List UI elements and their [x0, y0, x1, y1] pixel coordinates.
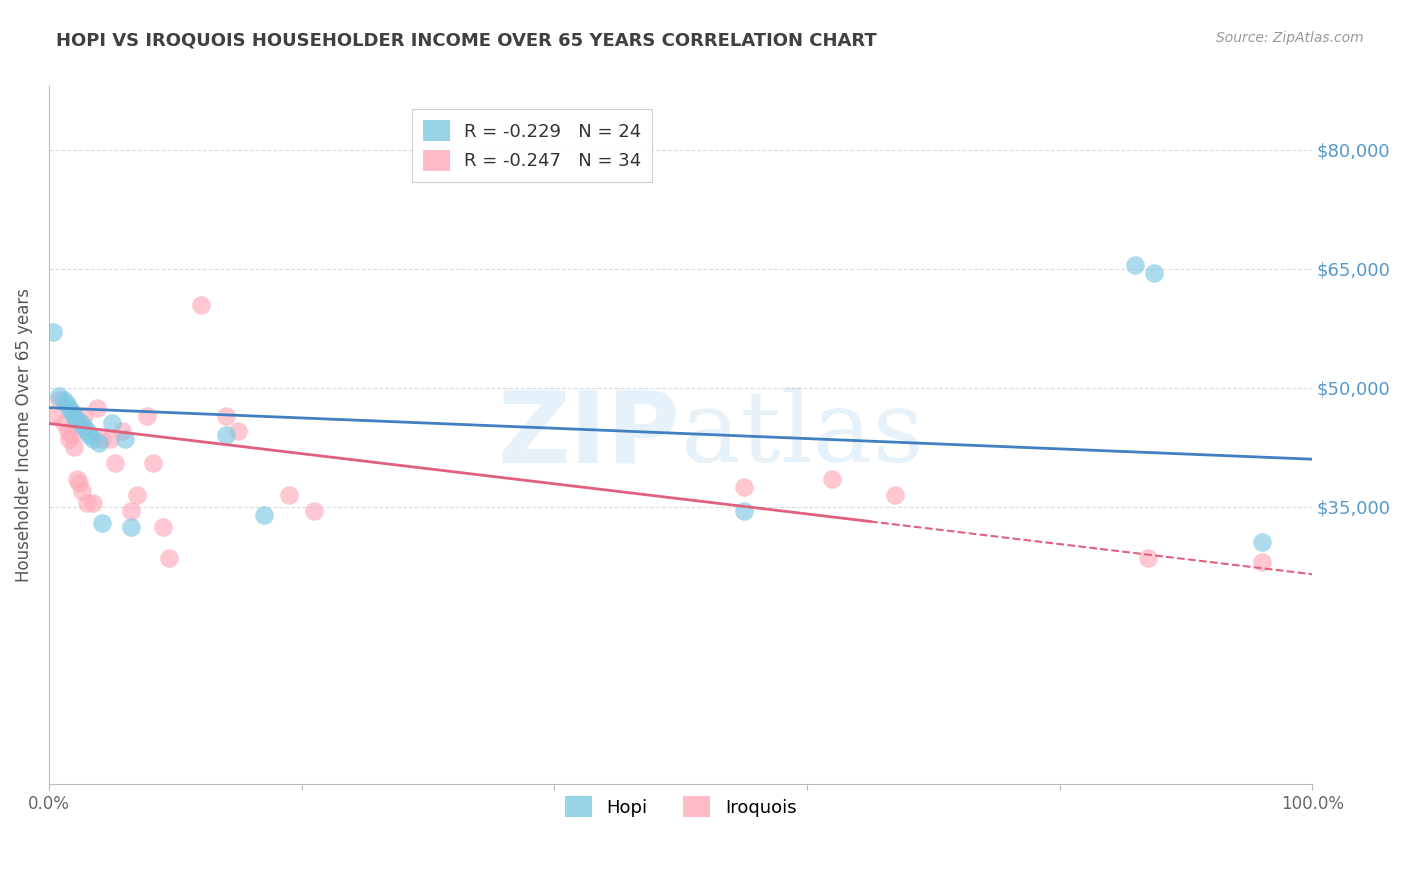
- Point: [48, 389, 70, 403]
- Point: [821, 472, 844, 486]
- Point: [56, 425, 79, 439]
- Point: [215, 409, 238, 423]
- Point: [53, 417, 76, 431]
- Point: [127, 488, 149, 502]
- Point: [66, 472, 89, 486]
- Point: [63, 409, 86, 423]
- Point: [76, 425, 98, 439]
- Point: [1250, 555, 1272, 569]
- Text: ZIP: ZIP: [498, 387, 681, 483]
- Point: [120, 504, 142, 518]
- Y-axis label: Householder Income Over 65 years: Householder Income Over 65 years: [15, 288, 32, 582]
- Text: Source: ZipAtlas.com: Source: ZipAtlas.com: [1216, 31, 1364, 45]
- Point: [104, 456, 127, 470]
- Point: [733, 504, 755, 518]
- Point: [98, 433, 121, 447]
- Point: [73, 409, 96, 423]
- Point: [70, 483, 93, 498]
- Point: [152, 519, 174, 533]
- Text: atlas: atlas: [681, 387, 924, 483]
- Point: [48, 392, 70, 407]
- Point: [42, 326, 65, 340]
- Point: [142, 456, 165, 470]
- Point: [86, 401, 108, 415]
- Point: [73, 420, 96, 434]
- Point: [215, 428, 238, 442]
- Point: [190, 297, 212, 311]
- Point: [1250, 535, 1272, 549]
- Point: [69, 417, 91, 431]
- Point: [89, 436, 111, 450]
- Point: [91, 433, 114, 447]
- Point: [733, 480, 755, 494]
- Point: [82, 433, 104, 447]
- Point: [157, 551, 180, 566]
- Point: [253, 508, 276, 522]
- Point: [82, 496, 104, 510]
- Point: [58, 433, 80, 447]
- Point: [136, 409, 159, 423]
- Point: [228, 425, 250, 439]
- Point: [120, 519, 142, 533]
- Point: [1123, 258, 1146, 272]
- Point: [63, 440, 86, 454]
- Point: [278, 488, 301, 502]
- Point: [60, 404, 83, 418]
- Point: [53, 392, 76, 407]
- Legend: Hopi, Iroquois: Hopi, Iroquois: [557, 789, 804, 824]
- Text: HOPI VS IROQUOIS HOUSEHOLDER INCOME OVER 65 YEARS CORRELATION CHART: HOPI VS IROQUOIS HOUSEHOLDER INCOME OVER…: [56, 31, 877, 49]
- Point: [1143, 266, 1166, 280]
- Point: [302, 504, 325, 518]
- Point: [66, 412, 89, 426]
- Point: [1136, 551, 1159, 566]
- Point: [79, 428, 101, 442]
- Point: [111, 425, 134, 439]
- Point: [91, 516, 114, 530]
- Point: [42, 409, 65, 423]
- Point: [60, 428, 83, 442]
- Point: [101, 417, 124, 431]
- Point: [58, 401, 80, 415]
- Point: [884, 488, 907, 502]
- Point: [55, 397, 77, 411]
- Point: [114, 433, 136, 447]
- Point: [67, 475, 90, 490]
- Point: [76, 496, 98, 510]
